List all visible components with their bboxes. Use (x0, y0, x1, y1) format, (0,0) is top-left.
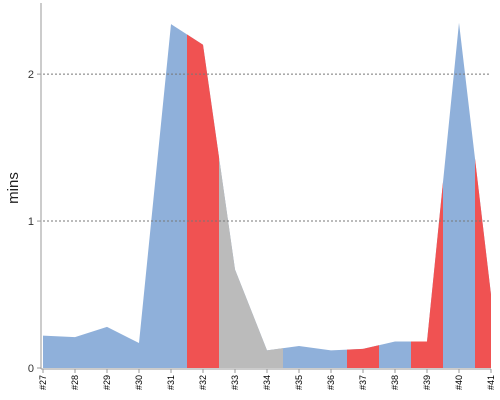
y-tick-label-1: 1 (28, 216, 34, 228)
highlight-band-1 (187, 22, 219, 368)
y-tick-label-2: 2 (28, 69, 34, 81)
x-tick-label-4: #30 (134, 375, 144, 390)
x-ticks: #27 #28 #29 #30 #31 #32 #33 #34 #35 #36 #37 #38 #39 #… (38, 369, 496, 390)
x-tick-label-10: #36 (326, 375, 336, 390)
series-area (43, 22, 491, 368)
plot-area (43, 22, 491, 368)
x-tick-label-5: #31 (166, 375, 176, 390)
x-tick-label-7: #33 (230, 375, 240, 390)
x-tick-label-6: #32 (198, 375, 208, 390)
y-tick-label-0: 0 (28, 363, 34, 375)
y-axis-label: mins (5, 172, 22, 204)
axes (40, 3, 491, 370)
highlight-band-2 (219, 22, 283, 368)
highlight-band-3 (347, 22, 379, 368)
x-tick-label-13: #39 (422, 375, 432, 390)
x-tick-label-15: #41 (486, 375, 496, 390)
x-tick-label-2: #28 (70, 375, 80, 390)
gridlines (43, 73, 491, 222)
x-tick-label-3: #29 (102, 375, 112, 390)
x-tick-label-8: #34 (262, 375, 272, 390)
x-tick-label-1: #27 (38, 375, 48, 390)
highlight-band-5 (475, 22, 491, 368)
x-tick-label-11: #37 (358, 375, 368, 390)
x-tick-label-12: #38 (390, 375, 400, 390)
highlight-band-4 (411, 22, 443, 368)
x-tick-label-14: #40 (454, 375, 464, 390)
y-ticks: 0 1 2 (28, 69, 41, 375)
x-tick-label-9: #35 (294, 375, 304, 390)
